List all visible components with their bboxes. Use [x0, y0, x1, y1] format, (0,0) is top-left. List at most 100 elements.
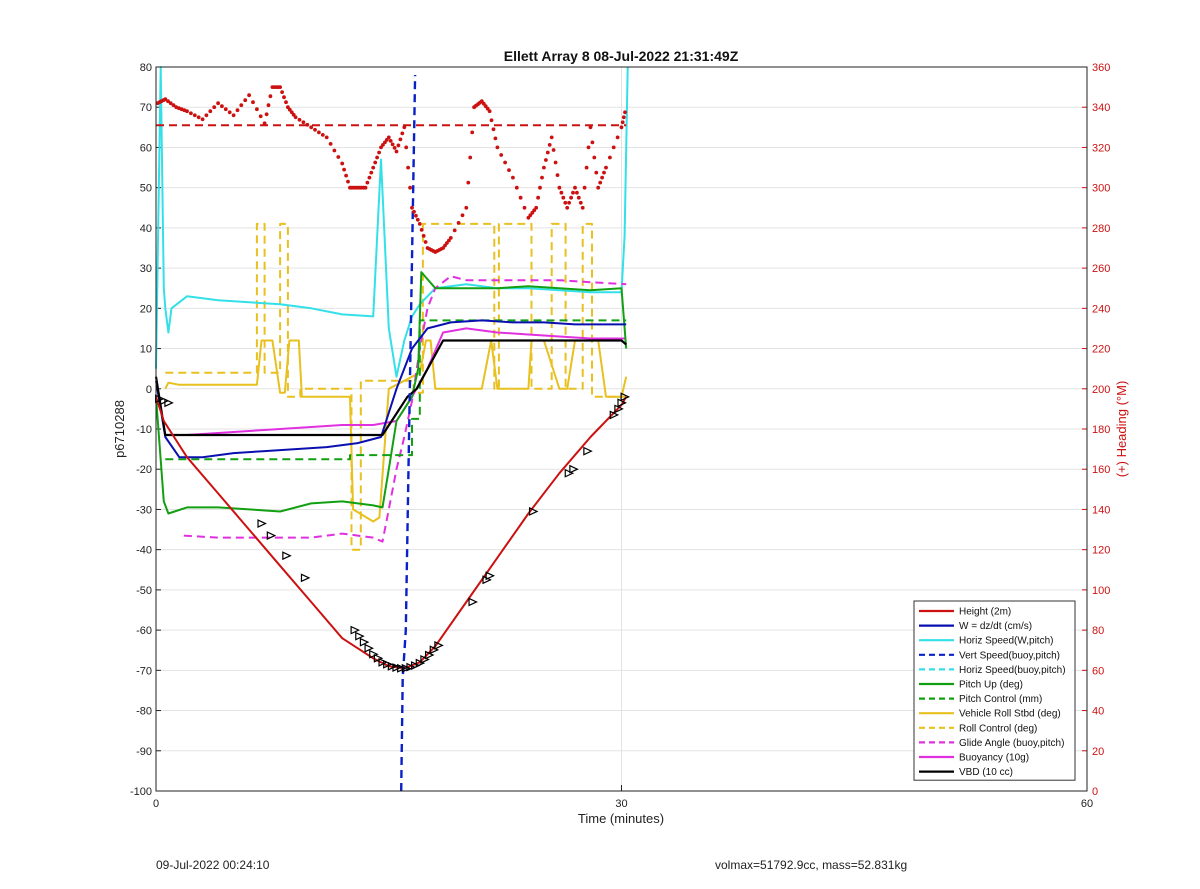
- heading-point: [514, 185, 519, 190]
- chart-title: Ellett Array 8 08-Jul-2022 21:31:49Z: [504, 48, 739, 64]
- heading-point: [600, 175, 604, 180]
- legend-label: Glide Angle (buoy,pitch): [959, 738, 1064, 749]
- heading-point: [596, 185, 601, 190]
- series-vbd: [154, 339, 627, 437]
- heading-point: [280, 90, 284, 94]
- heading-point: [396, 143, 401, 148]
- legend-label: VBD (10 cc): [959, 767, 1013, 778]
- heading-point: [621, 115, 626, 120]
- heading-point: [373, 160, 378, 165]
- y2-tick-label: 140: [1092, 504, 1110, 516]
- heading-point: [247, 93, 252, 98]
- heading-point: [464, 205, 469, 210]
- y-tick-label: -100: [130, 786, 152, 798]
- heading-point: [284, 100, 288, 105]
- height-marker: [583, 446, 593, 456]
- footer-volmax-mass: volmax=51792.9cc, mass=52.831kg: [715, 858, 908, 872]
- legend-label: Horiz Speed(W,pitch): [959, 636, 1053, 647]
- legend-label: W = dz/dt (cm/s): [959, 621, 1032, 632]
- heading-point: [363, 185, 368, 190]
- heading-point: [565, 205, 570, 210]
- heading-point: [590, 140, 595, 145]
- heading-point: [317, 130, 321, 135]
- series-horiz-speed: [155, 66, 629, 378]
- heading-point: [423, 240, 428, 244]
- legend-label: Vert Speed(buoy,pitch): [959, 650, 1060, 661]
- series-glide: [183, 275, 627, 543]
- y-tick-label: -30: [136, 504, 152, 516]
- heading-point: [421, 234, 426, 238]
- heading-point: [344, 173, 348, 178]
- heading-point: [268, 94, 273, 99]
- heading-point: [392, 146, 397, 150]
- y-tick-label: 80: [140, 62, 152, 74]
- heading-point: [386, 135, 391, 140]
- heading-point: [402, 125, 407, 130]
- height-marker: [300, 573, 311, 583]
- heading-point: [235, 108, 240, 113]
- heading-point: [346, 179, 350, 184]
- y-tick-label: -90: [136, 746, 152, 758]
- heading-point: [185, 109, 189, 114]
- heading-point: [305, 122, 310, 127]
- y-tick-label: 40: [140, 223, 152, 235]
- heading-point: [297, 117, 302, 122]
- height-marker: [373, 653, 384, 663]
- series-pitch-control: [165, 319, 627, 461]
- heading-point: [293, 115, 298, 120]
- y2-tick-label: 320: [1092, 142, 1110, 154]
- height-marker: [617, 398, 627, 408]
- height-marker: [392, 663, 402, 672]
- heading-point: [168, 101, 173, 106]
- footer-timestamp: 09-Jul-2022 00:24:10: [156, 858, 270, 872]
- y-tick-label: 10: [140, 344, 152, 356]
- heading-point: [620, 120, 625, 125]
- heading-point: [239, 103, 244, 108]
- heading-point: [602, 170, 606, 175]
- series-vert-speed-buoy: [400, 74, 417, 792]
- legend-label: Height (2m): [959, 607, 1011, 618]
- series-height: [155, 396, 628, 670]
- heading-point: [545, 150, 550, 155]
- y-axis-label: p6710288: [112, 400, 127, 458]
- heading-point: [278, 85, 282, 89]
- heading-point: [216, 101, 221, 106]
- y2-axis-ticks: 3603403203002802602402202001801601401201…: [1082, 62, 1110, 798]
- y-tick-label: 70: [140, 102, 152, 114]
- height-marker: [364, 643, 374, 653]
- heading-point: [340, 161, 345, 166]
- heading-point: [594, 170, 599, 175]
- heading-point: [518, 195, 523, 200]
- heading-point: [569, 195, 573, 200]
- heading-point: [365, 180, 370, 185]
- heading-point: [196, 115, 201, 120]
- heading-point: [332, 148, 337, 153]
- heading-point: [231, 113, 236, 118]
- height-marker: [401, 663, 412, 673]
- heading-point: [608, 155, 612, 160]
- heading-point: [412, 209, 416, 214]
- heading-point: [400, 131, 405, 136]
- heading-point: [499, 153, 504, 157]
- y-tick-label: 30: [140, 263, 152, 275]
- y-tick-label: 0: [146, 384, 152, 396]
- height-marker: [620, 392, 631, 402]
- height-marker: [609, 410, 620, 420]
- height-marker: [355, 631, 365, 641]
- height-marker: [614, 404, 624, 414]
- heading-point: [489, 118, 494, 123]
- heading-point: [540, 175, 544, 180]
- heading-point: [561, 195, 566, 200]
- y2-tick-label: 240: [1092, 303, 1110, 315]
- heading-point: [375, 155, 379, 160]
- heading-point: [542, 165, 546, 170]
- heading-point: [417, 222, 422, 226]
- heading-point: [491, 127, 496, 132]
- height-marker: [420, 655, 430, 664]
- heading-point: [551, 148, 556, 152]
- height-marker: [359, 637, 370, 647]
- y2-tick-label: 260: [1092, 263, 1110, 275]
- heading-point: [204, 113, 209, 118]
- height-marker: [424, 650, 435, 660]
- heading-point: [567, 200, 571, 205]
